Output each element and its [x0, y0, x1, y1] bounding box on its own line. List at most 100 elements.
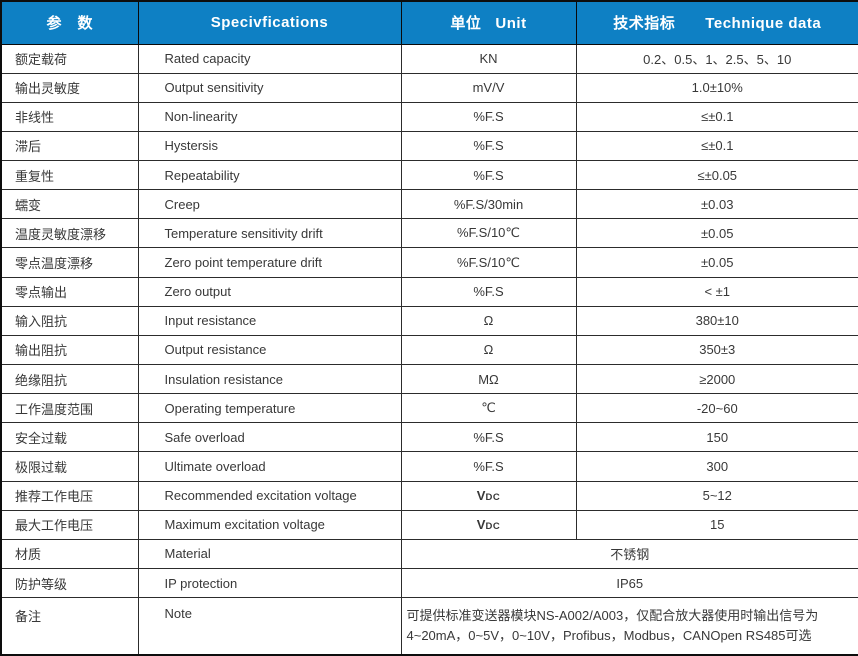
param-en-cell: Safe overload: [137, 422, 402, 453]
param-cn-cell: 绝缘阻抗: [0, 364, 139, 395]
param-cn-cell: 温度灵敏度漂移: [0, 218, 139, 249]
value-cell: < ±1: [575, 276, 858, 307]
table-row: 防护等级 IP protection IP65: [0, 568, 858, 599]
col-header-unit: 单位 Unit: [400, 0, 577, 45]
param-en-cell: Output resistance: [137, 334, 402, 366]
col-header-unit-en: Unit: [495, 15, 527, 33]
param-en-cell: Creep: [137, 189, 402, 220]
unit-cell: %F.S/30min: [400, 189, 577, 220]
merged-value-cell: 不锈钢: [400, 538, 858, 570]
unit-cell: %F.S: [400, 276, 577, 307]
param-cn-cell: 零点输出: [0, 276, 139, 307]
param-cn-cell: 备注: [0, 597, 139, 656]
col-header-tech-cn: 技术指标: [613, 15, 676, 33]
param-cn-cell: 滞后: [0, 130, 139, 162]
value-cell: ±0.03: [575, 189, 858, 220]
col-header-spec: Specivfications: [137, 0, 402, 45]
param-en-cell: Repeatability: [137, 160, 402, 191]
table-row: 重复性 Repeatability %F.S ≤±0.05: [0, 160, 858, 191]
param-cn-cell: 输出灵敏度: [0, 72, 139, 103]
value-cell: 350±3: [575, 334, 858, 366]
param-en-cell: Operating temperature: [137, 393, 402, 424]
value-cell: 0.2、0.5、1、2.5、5、10: [575, 43, 858, 74]
param-cn-cell: 输入阻抗: [0, 305, 139, 336]
table-row: 滞后 Hystersis %F.S ≤±0.1: [0, 130, 858, 162]
col-header-unit-cn: 单位: [450, 15, 482, 33]
param-cn-cell: 最大工作电压: [0, 509, 139, 540]
note-line: 可提供标准变送器模块NS-A002/A003，仅配合放大器使用时输出信号为: [406, 607, 819, 623]
col-header-param: 参 数: [0, 0, 139, 45]
table-body: 额定载荷 Rated capacity KN 0.2、0.5、1、2.5、5、10 输出…: [0, 43, 858, 656]
param-en-cell: Recommended excitation voltage: [137, 480, 402, 511]
unit-cell: Ω: [400, 305, 577, 336]
note-line: 4~20mA，0~5V，0~10V，Profibus，Modbus，CANOpe…: [406, 628, 812, 644]
param-cn-cell: 材质: [0, 538, 139, 570]
param-cn-cell: 蠕变: [0, 189, 139, 220]
value-cell: ≥2000: [575, 364, 858, 395]
value-cell: 380±10: [575, 305, 858, 336]
table-header: 参 数 Specivfications 单位 Unit 技术指标 Technique…: [0, 0, 858, 45]
table-row: 输入阻抗 Input resistance Ω 380±10: [0, 305, 858, 336]
param-en-cell: Output sensitivity: [137, 72, 402, 103]
unit-cell: MΩ: [400, 364, 577, 395]
table-row: 最大工作电压 Maximum excitation voltage VDC 15: [0, 509, 858, 540]
table-row: 零点温度漂移 Zero point temperature drift %F.S/1…: [0, 247, 858, 278]
table-row: 额定载荷 Rated capacity KN 0.2、0.5、1、2.5、5、10: [0, 43, 858, 74]
unit-cell: %F.S: [400, 130, 577, 162]
param-en-cell: Material: [137, 538, 402, 570]
param-en-cell: Non-linearity: [137, 101, 402, 132]
param-cn-cell: 输出阻抗: [0, 334, 139, 366]
table-row: 极限过载 Ultimate overload %F.S 300: [0, 451, 858, 482]
value-cell: 15: [575, 509, 858, 540]
param-en-cell: Rated capacity: [137, 43, 402, 74]
table-row: 零点输出 Zero output %F.S < ±1: [0, 276, 858, 307]
table-row: 材质 Material 不锈钢: [0, 538, 858, 570]
param-cn-cell: 安全过载: [0, 422, 139, 453]
table-row: 输出阻抗 Output resistance Ω 350±3: [0, 334, 858, 366]
unit-cell: %F.S/10℃: [400, 247, 577, 278]
value-cell: ≤±0.05: [575, 160, 858, 191]
table-row: 蠕变 Creep %F.S/30min ±0.03: [0, 189, 858, 220]
param-en-cell: Note: [137, 597, 402, 656]
unit-cell: %F.S: [400, 422, 577, 453]
param-cn-cell: 防护等级: [0, 568, 139, 599]
param-en-cell: Zero point temperature drift: [137, 247, 402, 278]
table-row: 绝缘阻抗 Insulation resistance MΩ ≥2000: [0, 364, 858, 395]
col-header-tech-en: Technique data: [705, 15, 822, 33]
param-en-cell: Insulation resistance: [137, 364, 402, 395]
value-cell: 5~12: [575, 480, 858, 511]
unit-cell: %F.S: [400, 160, 577, 191]
param-en-cell: Maximum excitation voltage: [137, 509, 402, 540]
unit-cell: VDC: [400, 509, 577, 540]
table-row: 安全过载 Safe overload %F.S 150: [0, 422, 858, 453]
param-en-cell: Temperature sensitivity drift: [137, 218, 402, 249]
note-row: 备注 Note 可提供标准变送器模块NS-A002/A003，仅配合放大器使用时输出…: [0, 597, 858, 656]
value-cell: 300: [575, 451, 858, 482]
param-cn-cell: 额定载荷: [0, 43, 139, 74]
param-en-cell: Ultimate overload: [137, 451, 402, 482]
unit-cell: %F.S: [400, 101, 577, 132]
value-cell: ≤±0.1: [575, 130, 858, 162]
param-en-cell: Hystersis: [137, 130, 402, 162]
unit-cell: %F.S: [400, 451, 577, 482]
table-row: 温度灵敏度漂移 Temperature sensitivity drift %F.S…: [0, 218, 858, 249]
param-cn-cell: 工作温度范围: [0, 393, 139, 424]
unit-cell: KN: [400, 43, 577, 74]
unit-cell: Ω: [400, 334, 577, 366]
value-cell: ≤±0.1: [575, 101, 858, 132]
value-cell: 1.0±10%: [575, 72, 858, 103]
param-en-cell: IP protection: [137, 568, 402, 599]
table-row: 非线性 Non-linearity %F.S ≤±0.1: [0, 101, 858, 132]
header-row: 参 数 Specivfications 单位 Unit 技术指标 Technique…: [0, 0, 858, 45]
param-en-cell: Input resistance: [137, 305, 402, 336]
unit-cell: ℃: [400, 393, 577, 424]
unit-cell: mV/V: [400, 72, 577, 103]
col-header-tech: 技术指标 Technique data: [575, 0, 858, 45]
param-cn-cell: 非线性: [0, 101, 139, 132]
value-cell: ±0.05: [575, 218, 858, 249]
unit-cell: VDC: [400, 480, 577, 511]
table-row: 输出灵敏度 Output sensitivity mV/V 1.0±10%: [0, 72, 858, 103]
unit-cell: %F.S/10℃: [400, 218, 577, 249]
